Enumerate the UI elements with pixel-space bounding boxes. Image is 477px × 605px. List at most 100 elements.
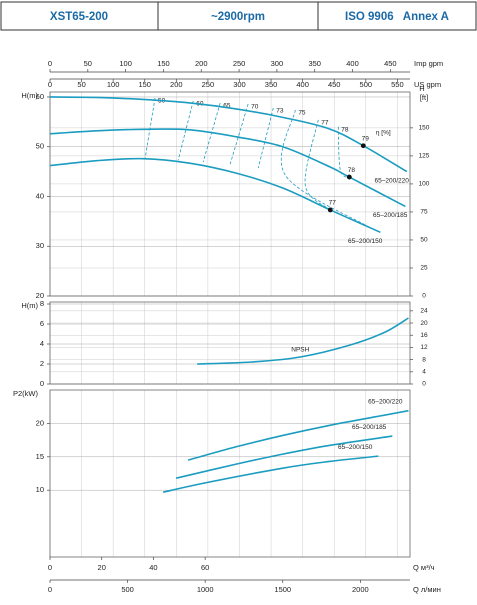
y-tick-label: 50 xyxy=(36,142,44,151)
top-tick-label: 550 xyxy=(391,80,404,89)
y2-tick-label: 12 xyxy=(420,344,428,351)
top-axis-label: US gpm xyxy=(414,80,441,89)
y-tick-label: 8 xyxy=(40,299,44,308)
efficiency-label: 78 xyxy=(341,127,349,134)
top-tick-label: 250 xyxy=(233,59,246,68)
curve xyxy=(49,96,408,173)
efficiency-line xyxy=(144,97,156,159)
top-tick-label: 0 xyxy=(48,80,52,89)
y2-tick-label: 125 xyxy=(419,153,430,160)
plot-frame xyxy=(49,91,411,297)
top-tick-label: 350 xyxy=(308,59,321,68)
y2-tick-label: 150 xyxy=(419,125,430,132)
x-tick-label: 500 xyxy=(121,585,134,594)
duty-label: 77 xyxy=(329,200,337,207)
top-tick-label: 450 xyxy=(384,59,397,68)
y2-axis-unit: [ft] xyxy=(420,93,428,102)
top-tick-label: 200 xyxy=(195,59,208,68)
x-tick-label: 2000 xyxy=(352,585,369,594)
curve-label: 65–200/185 xyxy=(352,424,387,431)
y-tick-label: 10 xyxy=(36,485,44,494)
efficiency-line xyxy=(304,119,331,211)
efficiency-label: 77 xyxy=(321,120,329,127)
efficiency-line xyxy=(177,100,194,161)
standard: ISO 9906 Annex A xyxy=(345,11,449,23)
top-tick-label: 450 xyxy=(328,80,341,89)
top-axis-label: Imp gpm xyxy=(414,59,443,68)
x-tick-label: 1500 xyxy=(274,585,291,594)
efficiency-axis-label: η [%] xyxy=(376,129,391,136)
y-tick-label: 20 xyxy=(36,291,44,300)
y-axis-label: H(m) xyxy=(21,91,38,100)
efficiency-label: 73 xyxy=(276,108,284,115)
y2-axis-label: H xyxy=(419,84,424,93)
header-cell xyxy=(317,1,477,31)
efficiency-line xyxy=(337,126,351,179)
y2-tick-label: 100 xyxy=(419,181,430,188)
y-tick-label: 6 xyxy=(40,319,44,328)
y-tick-label: 4 xyxy=(40,339,44,348)
y2-tick-label: 0 xyxy=(422,293,426,300)
top-tick-label: 400 xyxy=(296,80,309,89)
plot-frame xyxy=(49,301,411,385)
x2-tick-label: 20 xyxy=(98,563,106,572)
y-tick-label: 0 xyxy=(40,379,44,388)
curve xyxy=(175,435,393,479)
x2-tick-label: 40 xyxy=(149,563,157,572)
efficiency-line xyxy=(280,109,371,229)
x2-tick-label: 60 xyxy=(201,563,209,572)
curve-label: 65–200/150 xyxy=(338,444,373,451)
curve-label: 65–200/185 xyxy=(373,212,408,219)
y2-tick-label: 24 xyxy=(420,308,428,315)
top-tick-label: 150 xyxy=(138,80,151,89)
curve-label: 65–200/220 xyxy=(375,177,410,184)
y2-tick-label: 4 xyxy=(422,369,426,376)
model: XST65-200 xyxy=(50,11,108,23)
top-tick-label: 100 xyxy=(107,80,120,89)
curve xyxy=(49,157,381,234)
curve-label: 65–200/150 xyxy=(348,238,383,245)
y2-tick-label: 50 xyxy=(420,237,428,244)
curve-label: NPSH xyxy=(291,347,309,354)
duty-point xyxy=(360,143,366,149)
top-tick-label: 350 xyxy=(265,80,278,89)
efficiency-label: 70 xyxy=(251,104,259,111)
x2-tick-label: 0 xyxy=(48,563,52,572)
efficiency-label: 75 xyxy=(298,110,306,117)
y-tick-label: 40 xyxy=(36,191,44,200)
efficiency-line xyxy=(257,107,274,169)
curve xyxy=(49,128,406,208)
top-tick-label: 150 xyxy=(157,59,170,68)
duty-label: 79 xyxy=(362,135,370,142)
header: XST65-200 ~2900rpm ISO 9906 Annex A xyxy=(0,1,477,31)
top-tick-label: 200 xyxy=(170,80,183,89)
x-axis-label: Q л/мин xyxy=(413,585,441,594)
duty-point xyxy=(327,207,333,213)
y2-tick-label: 8 xyxy=(422,356,426,363)
top-tick-label: 50 xyxy=(77,80,85,89)
y-axis-label: H(m) xyxy=(21,301,38,310)
x-tick-label: 0 xyxy=(48,585,52,594)
y-tick-label: 15 xyxy=(36,452,44,461)
y2-tick-label: 75 xyxy=(420,209,428,216)
plot-frame xyxy=(49,389,411,558)
y2-tick-label: 25 xyxy=(420,265,428,272)
top-tick-label: 300 xyxy=(233,80,246,89)
y2-tick-label: 16 xyxy=(420,332,428,339)
top-tick-label: 100 xyxy=(119,59,132,68)
top-tick-label: 500 xyxy=(360,80,373,89)
top-tick-label: 0 xyxy=(48,59,52,68)
efficiency-line xyxy=(229,103,249,165)
top-tick-label: 50 xyxy=(84,59,92,68)
x2-axis-label: Q м³/ч xyxy=(413,563,435,572)
top-tick-label: 250 xyxy=(202,80,215,89)
curve xyxy=(162,455,379,493)
efficiency-label: 65 xyxy=(223,103,231,110)
speed: ~2900rpm xyxy=(211,11,265,23)
y-tick-label: 20 xyxy=(36,418,44,427)
y-tick-label: 2 xyxy=(40,359,44,368)
y-tick-label: 30 xyxy=(36,241,44,250)
y2-tick-label: 20 xyxy=(420,320,428,327)
top-tick-label: 400 xyxy=(346,59,359,68)
